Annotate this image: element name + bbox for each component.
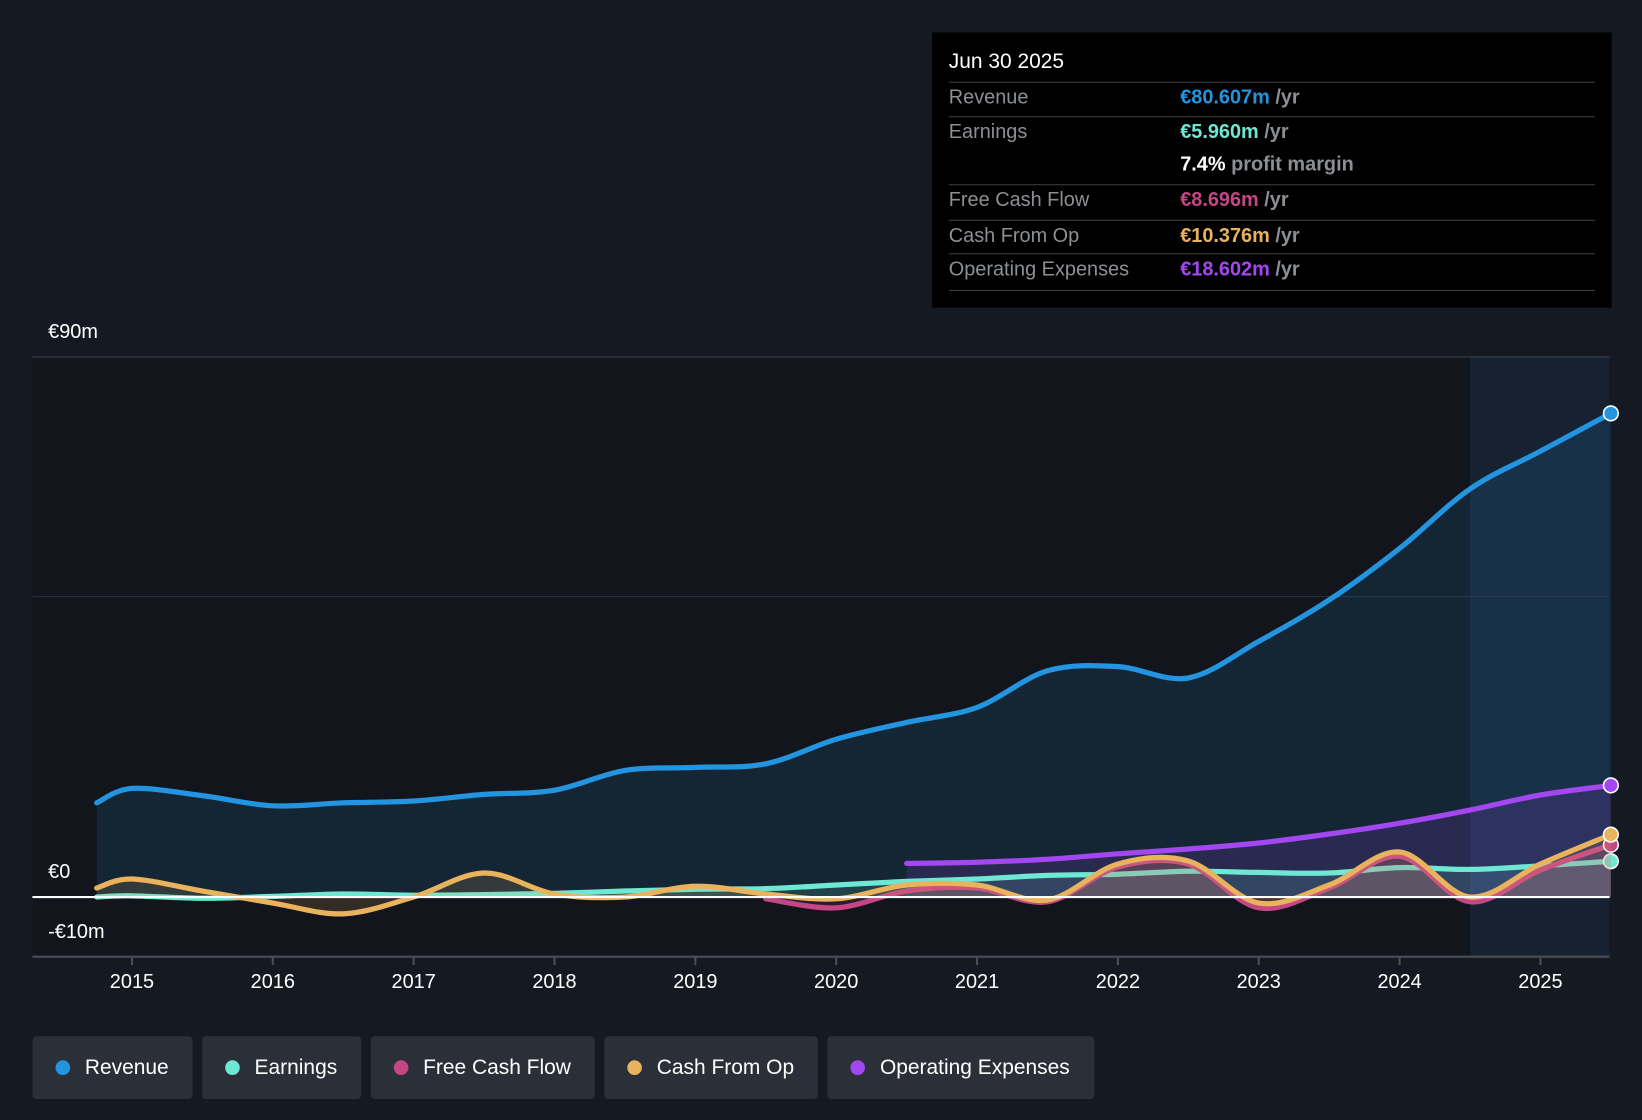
value-text: €8.696m — [1180, 189, 1259, 212]
legend-item-free-cash-flow[interactable]: Free Cash Flow — [370, 1036, 595, 1100]
tooltip-value: €5.960m /yr — [1180, 121, 1288, 144]
tooltip-value: 7.4% profit margin — [1180, 154, 1354, 177]
divider — [948, 289, 1595, 291]
earnings-endpoint[interactable] — [1602, 853, 1619, 870]
free-cash-flow-area — [765, 844, 1611, 909]
x-tick-label: 2020 — [814, 971, 859, 994]
legend-dot-icon — [627, 1060, 643, 1075]
legend-label: Revenue — [84, 1055, 169, 1079]
legend: Revenue Earnings Free Cash Flow Cash From O… — [32, 1036, 1094, 1100]
y-tick-label: -€10m — [48, 921, 105, 944]
operating-expenses-line[interactable] — [903, 782, 1614, 867]
legend-item-cash-from-op[interactable]: Cash From Op — [604, 1036, 819, 1100]
tooltip-value: €18.602m /yr — [1180, 259, 1299, 282]
tooltip-label: Earnings — [948, 121, 1028, 144]
tooltip-row: Revenue €80.607m /yr — [948, 81, 1595, 117]
x-tick-label: 2017 — [391, 971, 436, 994]
tooltip-label: Cash From Op — [948, 225, 1080, 248]
unit-text: /yr — [1258, 189, 1289, 212]
operating-expenses-endpoint[interactable] — [1602, 777, 1619, 794]
value-text: €18.602m — [1180, 258, 1270, 281]
cash-from-op-area — [96, 834, 1611, 914]
x-tick-label: 2019 — [673, 971, 718, 994]
tooltip-value: €10.376m /yr — [1180, 225, 1299, 248]
value-text: €5.960m — [1180, 121, 1259, 144]
legend-label: Cash From Op — [656, 1055, 795, 1079]
tooltip-row: Earnings €5.960m /yr — [948, 116, 1595, 151]
value-text: €80.607m — [1180, 86, 1270, 109]
tooltip-row: 7.4% profit margin — [949, 150, 1595, 183]
tooltip-label: Operating Expenses — [948, 258, 1130, 281]
legend-dot-icon — [850, 1060, 866, 1075]
unit-text: /yr — [1269, 225, 1300, 248]
unit-text: /yr — [1269, 258, 1300, 281]
revenue-area — [96, 413, 1611, 898]
tooltip-row: Cash From Op €10.376m /yr — [948, 219, 1595, 255]
highlight-region — [1470, 356, 1610, 957]
revenue-line[interactable] — [94, 410, 1614, 809]
tooltip-value: €8.696m /yr — [1180, 189, 1288, 212]
tooltip-row: Free Cash Flow €8.696m /yr — [948, 184, 1595, 219]
legend-label: Free Cash Flow — [423, 1055, 571, 1079]
cash-from-op-endpoint[interactable] — [1602, 826, 1619, 843]
x-tick-label: 2025 — [1518, 971, 1563, 994]
tooltip-value: €80.607m /yr — [1180, 87, 1299, 110]
y-tick-label: €90m — [48, 321, 98, 344]
value-text: €10.376m — [1180, 225, 1270, 248]
legend-label: Earnings — [254, 1055, 338, 1079]
x-tick-label: 2024 — [1377, 971, 1422, 994]
free-cash-flow-line[interactable] — [763, 842, 1614, 912]
x-tick-label: 2022 — [1095, 971, 1141, 994]
legend-dot-icon — [393, 1060, 409, 1075]
legend-dot-icon — [55, 1060, 71, 1075]
legend-item-earnings[interactable]: Earnings — [202, 1036, 362, 1100]
legend-item-operating-expenses[interactable]: Operating Expenses — [827, 1036, 1094, 1100]
x-tick-label: 2016 — [250, 971, 295, 994]
value-text: 7.4% — [1180, 153, 1226, 176]
x-tick-label: 2015 — [109, 971, 155, 994]
tooltip-label: Revenue — [948, 86, 1029, 109]
legend-item-revenue[interactable]: Revenue — [32, 1036, 193, 1100]
plot-area — [32, 356, 1610, 957]
y-tick-label: €0 — [48, 861, 71, 884]
legend-dot-icon — [225, 1060, 240, 1075]
unit-text: /yr — [1269, 86, 1300, 109]
tooltip-row: Operating Expenses €18.602m /yr — [948, 253, 1595, 288]
tooltip: Jun 30 2025 Revenue €80.607m /yr Earnings €… — [932, 32, 1612, 308]
legend-label: Operating Expenses — [879, 1055, 1070, 1079]
unit-text: profit margin — [1225, 153, 1354, 176]
revenue-endpoint[interactable] — [1602, 405, 1619, 422]
tooltip-date: Jun 30 2025 — [948, 50, 1065, 74]
x-tick-label: 2023 — [1236, 971, 1281, 994]
x-tick-label: 2021 — [954, 971, 1000, 994]
x-tick-label: 2018 — [532, 971, 577, 994]
tooltip-label: Free Cash Flow — [948, 189, 1090, 212]
unit-text: /yr — [1258, 121, 1289, 144]
